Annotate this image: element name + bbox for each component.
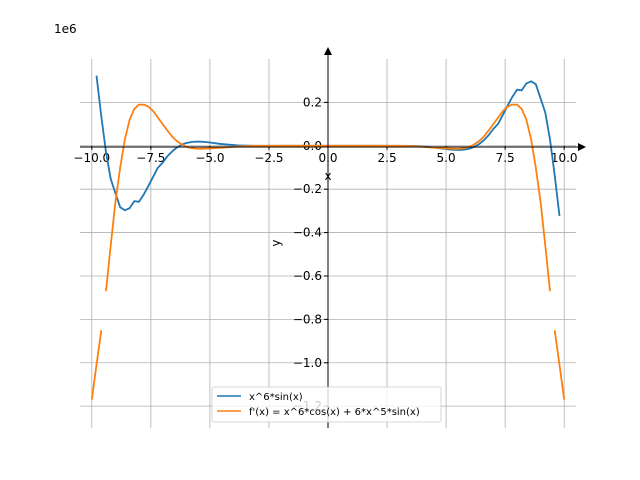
x-tick-label: −2.5 [254,151,283,165]
x-tick-label: −7.5 [136,151,165,165]
y-tick-label: −0.2 [293,182,322,196]
legend-label-series-1: x^6*sin(x) [249,392,303,403]
legend: x^6*sin(x) f'(x) = x^6*cos(x) + 6*x^5*si… [211,386,442,423]
y-tick-label: −1.0 [293,356,322,370]
x-tick-label: 7.5 [496,151,515,165]
y-tick-label: −0.4 [293,226,322,240]
x-tick-label: −10.0 [73,151,110,165]
x-tick-labels: −10.0 −7.5 −5.0 −2.5 0.0 2.5 5.0 7.5 10.0 [73,145,578,165]
x-tick-label: 10.0 [551,151,578,165]
y-tick-labels: −1.2−1.0−0.8−0.6−0.4−0.20.00.2 [293,95,328,413]
axes [80,47,586,428]
x-axis-label: x [324,169,331,183]
x-tick-label: −5.0 [195,151,224,165]
series-line-4 [553,330,566,400]
series-line-3 [90,330,103,400]
x-axis-arrow [578,143,586,151]
y-tick-label: −0.6 [293,269,322,283]
legend-label-series-2: f'(x) = x^6*cos(x) + 6*x^5*sin(x) [249,407,420,418]
legend-box [211,386,442,423]
x-tick-label: 2.5 [378,151,397,165]
x-tick-label: 5.0 [437,151,456,165]
y-tick-label: −0.8 [293,312,322,326]
y-axis-label: y [269,239,283,246]
y-axis-arrow [324,47,332,55]
y-tick-label: 0.2 [303,95,322,109]
y-offset-label: 1e6 [54,22,77,36]
